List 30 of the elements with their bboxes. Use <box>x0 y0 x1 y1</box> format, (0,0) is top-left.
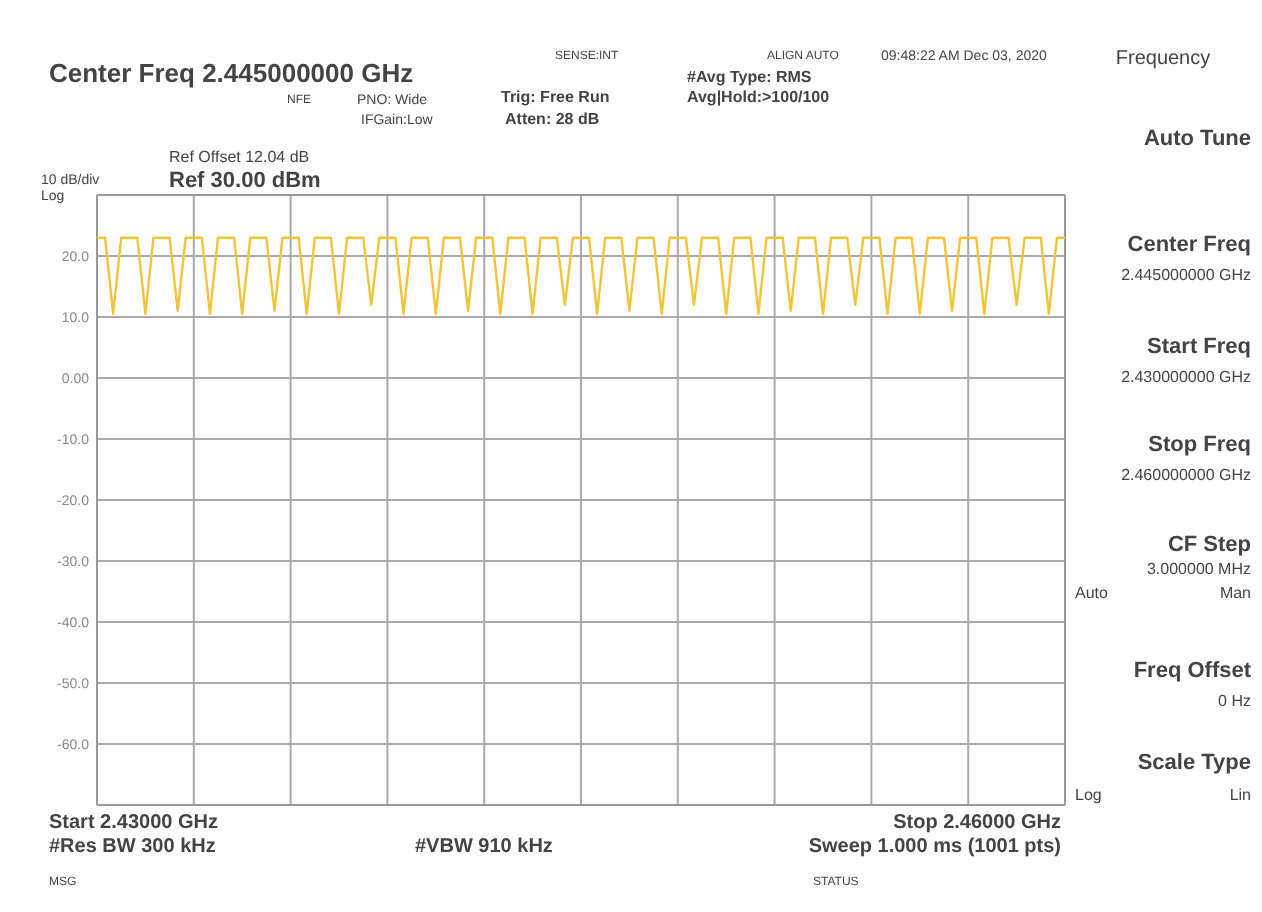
text: Scale Type <box>1137 751 1252 775</box>
text: 2.430000000 GHz <box>1121 368 1251 386</box>
text: Man <box>1219 584 1251 602</box>
text: Stop 2.46000 GHz <box>893 812 1061 834</box>
text: 0 Hz <box>1218 692 1252 710</box>
text: #Res BW 300 kHz <box>49 836 216 858</box>
text: 3.000000 MHz <box>1146 560 1251 578</box>
text: 2.445000000 GHz <box>1121 266 1251 284</box>
text: CF Step <box>1167 533 1252 557</box>
text: Lin <box>1229 786 1252 804</box>
text: Sweep 1.000 ms (1001 pts) <box>808 836 1062 858</box>
text: #VBW 910 kHz <box>415 836 553 858</box>
text: Atten: 28 dB <box>505 110 600 128</box>
text: Start 2.43000 GHz <box>49 812 218 834</box>
text: Ref Offset 12.04 dB <box>169 148 310 166</box>
text: Log <box>1075 786 1102 804</box>
text: Auto Tune <box>1143 127 1251 151</box>
text: Ref 30.00 dBm <box>169 169 322 193</box>
text: Frequency <box>1115 48 1211 70</box>
text: Auto <box>1075 584 1110 602</box>
chart-title: Center Freq 2.445000000 GHz <box>49 58 415 88</box>
text: Start Freq <box>1147 335 1252 359</box>
text: Avg|Hold:>100/100 <box>687 88 831 106</box>
text: Stop Freq <box>1148 433 1252 457</box>
text: Trig: Free Run <box>501 88 610 106</box>
text: Center Freq <box>1127 233 1252 257</box>
text: #Avg Type: RMS <box>687 68 813 86</box>
line-series <box>95 236 1067 316</box>
text: 2.460000000 GHz <box>1121 466 1251 484</box>
text: Freq Offset <box>1133 659 1252 683</box>
